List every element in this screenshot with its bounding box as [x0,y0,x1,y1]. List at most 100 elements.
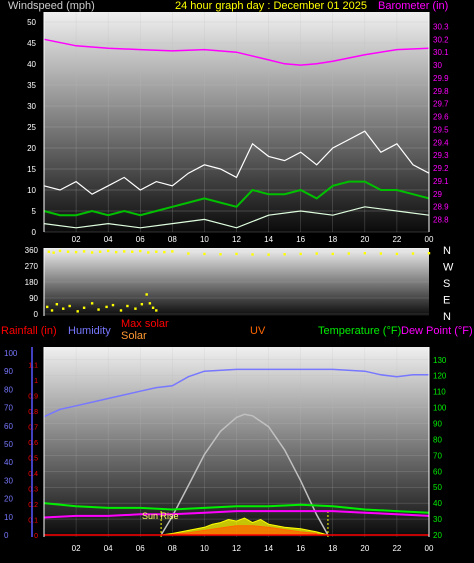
direction-point [74,250,78,254]
wind-x-tick-label: 18 [328,235,337,244]
legend-uv: UV [250,325,266,337]
temp-tick-label: 130 [433,356,447,365]
wind-series-line-0 [43,38,430,66]
direction-point [98,250,102,253]
wind-x-tick-label: 10 [200,235,209,244]
temp-x-tick-label: 20 [360,544,369,553]
rain-tick-label: 0.2 [28,502,38,509]
temp-x-tick-label: 14 [264,544,273,553]
compass-label-w: W [443,262,454,274]
humidity-tick-label: 10 [4,513,13,522]
direction-point [331,252,334,256]
humidity-tick-label: 50 [4,440,13,449]
wind-x-tick-label: 08 [168,235,177,244]
temp-x-tick-label: 22 [392,544,401,553]
rain-tick-label: 0.1 [28,518,38,525]
direction-series [46,249,431,313]
rain-tick-label: 1.1 [28,363,38,370]
direction-point [147,251,150,254]
barometer-tick-label: 29.5 [433,125,449,134]
wind-x-tick-label: 02 [72,235,81,244]
barometer-tick-label: 29.4 [433,138,449,147]
direction-y-tick-label: 90 [29,294,38,303]
wind-y-tick-label: 40 [27,60,36,69]
barometer-tick-label: 30 [433,61,442,70]
compass-label-s: S [443,278,450,290]
wind-x-tick-label: 06 [136,235,145,244]
temp-tick-label: 120 [433,372,447,381]
direction-point [62,307,65,310]
humidity-tick-label: 0 [4,531,9,540]
barometer-tick-label: 30.1 [433,48,449,57]
direction-point [347,252,350,255]
direction-point [187,252,190,255]
temp-axes: 203040506070809010011012013000.10.20.30.… [4,347,447,553]
legend-solar: Solar [121,330,147,342]
rain-tick-label: 0 [34,533,38,540]
wind-x-tick-label: 22 [392,235,401,244]
direction-point [68,304,71,308]
compass-label-n: N [443,311,451,323]
wind-y-tick-label: 45 [27,39,36,48]
temp-series-line-3 [43,510,430,519]
direction-point [203,252,206,256]
direction-point [46,305,49,309]
barometer-tick-label: 29.8 [433,87,449,96]
barometer-tick-label: 30.2 [433,35,449,44]
barometer-tick-label: 29 [433,190,442,199]
wind-x-tick-label: 20 [360,235,369,244]
wind-grid [44,12,430,233]
direction-point [82,250,86,253]
wind-y-tick-label: 15 [27,165,36,174]
legend-dew-point: Dew Point (°F) [401,325,473,337]
humidity-tick-label: 80 [4,385,13,394]
barometer-tick-label: 30.3 [433,22,449,31]
rain-tick-label: 0.5 [28,456,38,463]
direction-point [82,306,86,309]
direction-point [123,250,126,253]
wind-x-tick-label: 00 [425,235,434,244]
direction-point [97,308,100,311]
direction-point [106,249,110,253]
humidity-tick-label: 60 [4,422,13,431]
temp-tick-label: 110 [433,388,446,397]
direction-point [131,250,134,253]
barometer-label: Barometer (in) [378,0,448,12]
direction-point [76,310,79,313]
direction-point [395,252,399,256]
wind-y-tick-label: 35 [27,81,36,90]
barometer-tick-label: 29.9 [433,74,449,83]
temp-series-line-2 [43,502,430,514]
direction-point [47,250,51,253]
wind-axes: 0 5 10 15 20 25 30 35 40 45 50 28.8 28.9 29 29.1 29.2 29… [27,12,449,244]
rain-tick-label: 0.8 [28,409,38,416]
direction-point [283,253,286,256]
legend-temperature: Temperature (°F) [318,325,401,337]
compass-label-e: E [443,295,450,307]
humidity-tick-label: 20 [4,495,13,504]
direction-point [151,306,155,309]
wind-y-tick-label: 5 [32,207,37,216]
temp-x-tick-label: 18 [328,544,337,553]
direction-point [145,293,148,296]
rain-tick-label: 0.4 [28,471,38,478]
wind-series-line-2 [43,180,430,217]
direction-point [411,252,415,255]
chart-title: 24 hour graph day : December 01 2025 [175,0,367,12]
direction-point [90,302,94,305]
direction-point [134,307,137,310]
humidity-tick-label: 70 [4,404,13,413]
rain-tick-label: 0.6 [28,440,38,447]
wind-series-line-1 [43,130,430,195]
direction-point [148,302,152,305]
rain-tick-label: 0.9 [28,394,38,401]
barometer-tick-label: 28.9 [433,203,449,212]
wind-y-tick-label: 30 [27,102,36,111]
direction-point [58,249,62,253]
direction-y-tick-label: 0 [34,310,39,319]
direction-point [379,252,383,255]
temp-humidity-panel: Rainfall (in) Humidity Max solar Solar U… [1,318,473,553]
legend-rainfall: Rainfall (in) [1,325,57,337]
temp-grid [44,347,430,537]
